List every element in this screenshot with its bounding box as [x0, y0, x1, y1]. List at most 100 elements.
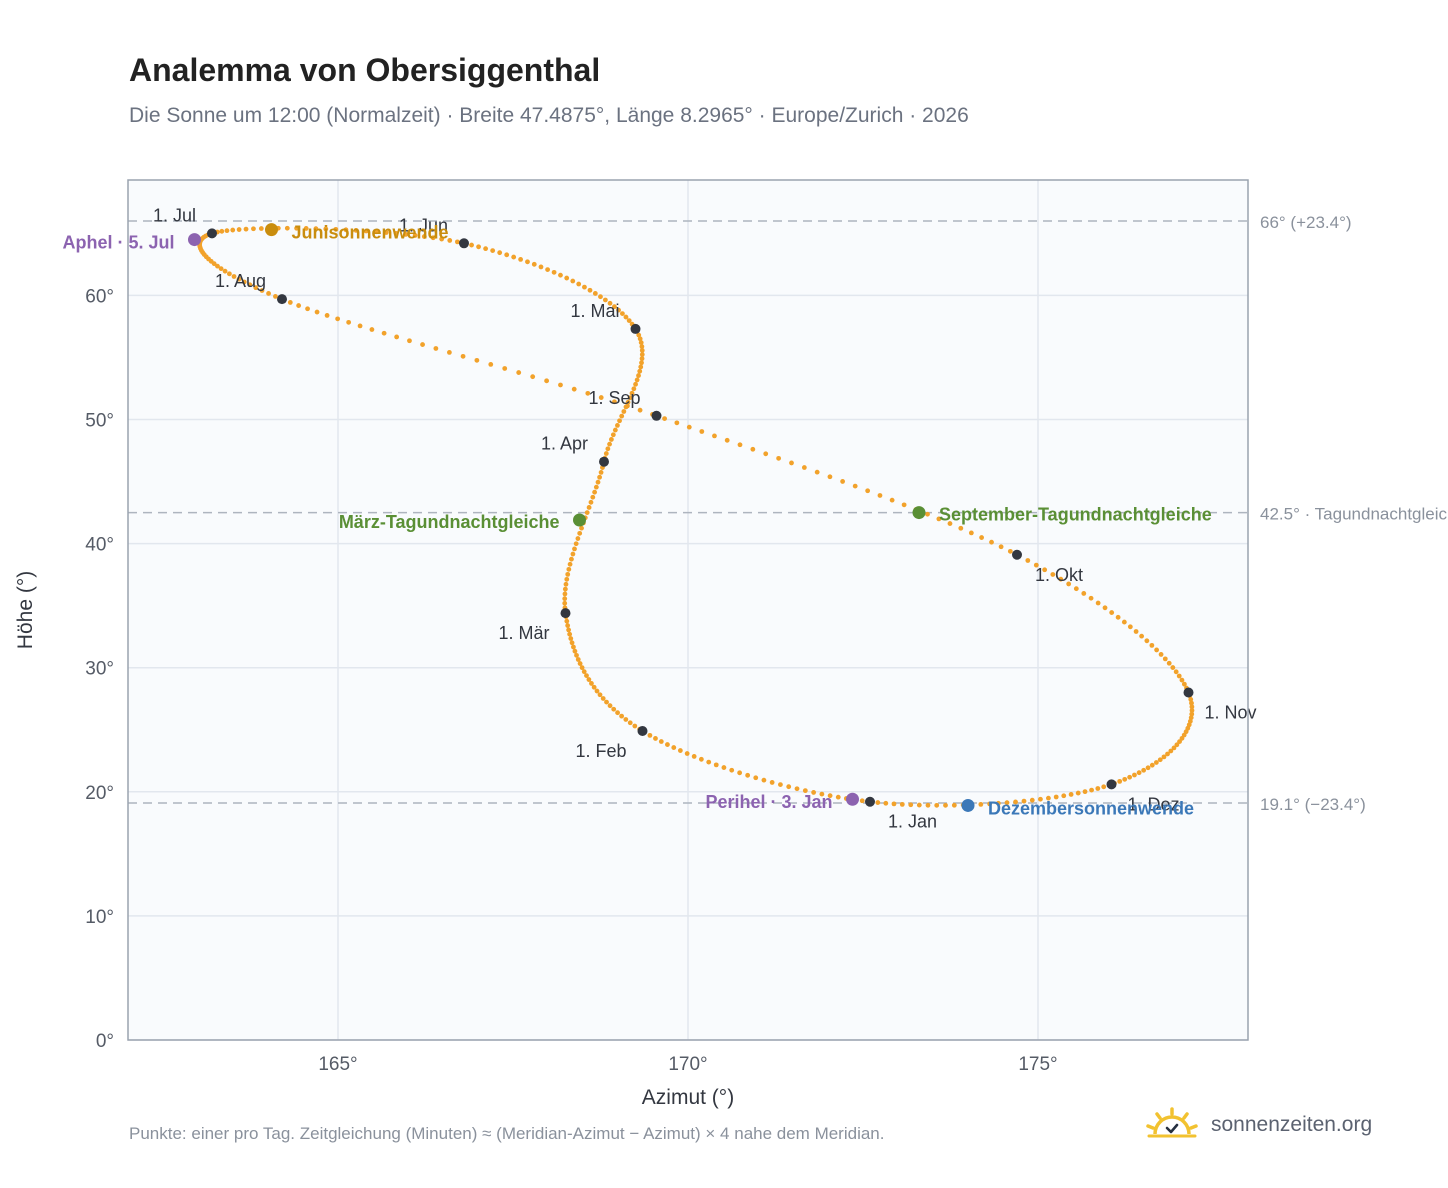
daily-point — [439, 236, 445, 242]
daily-point — [593, 484, 599, 490]
daily-point — [1021, 798, 1027, 804]
x-tick-label: 175° — [1018, 1054, 1057, 1075]
daily-point — [1176, 673, 1182, 679]
chart-subtitle: Die Sonne um 12:00 (Normalzeit) · Breite… — [129, 104, 969, 127]
daily-point — [865, 488, 871, 494]
daily-point — [637, 336, 643, 342]
daily-point — [610, 432, 616, 438]
daily-point — [323, 226, 329, 232]
daily-point — [259, 288, 265, 293]
daily-point — [565, 623, 571, 628]
daily-point — [811, 790, 817, 795]
daily-point — [476, 244, 481, 250]
daily-point — [877, 493, 883, 498]
brand[interactable]: sonnenzeiten.org — [1145, 1102, 1372, 1148]
daily-point — [571, 644, 576, 650]
daily-point — [616, 307, 621, 313]
daily-point — [947, 521, 953, 526]
daily-point — [273, 293, 278, 299]
daily-point — [530, 374, 536, 380]
month-label: 1. Okt — [1035, 565, 1083, 585]
daily-point — [761, 777, 767, 783]
month-marker — [599, 456, 609, 467]
month-label: 1. Mär — [498, 623, 549, 643]
daily-point — [294, 225, 300, 231]
daily-point — [576, 281, 582, 287]
daily-point — [353, 227, 359, 233]
month-marker — [459, 238, 469, 249]
daily-point — [737, 770, 743, 776]
daily-point — [995, 800, 1001, 806]
special-points: Junisonnenwende Dezembersonnenwende März-T… — [62, 223, 1211, 819]
reference-lines: 66° (+23.4°) 42.5° · Tagundnachtgleiche 19… — [128, 213, 1448, 814]
daily-point — [1189, 711, 1195, 717]
daily-point — [1066, 581, 1072, 587]
daily-point — [1136, 770, 1142, 776]
daily-point — [1025, 558, 1031, 563]
y-tick-label: 50° — [85, 411, 114, 432]
daily-point — [835, 794, 841, 800]
daily-point — [674, 420, 680, 426]
daily-point — [373, 229, 379, 235]
daily-point — [303, 226, 309, 231]
daily-point — [369, 327, 375, 332]
daily-point — [605, 446, 611, 452]
daily-point — [241, 279, 247, 285]
daily-point — [908, 802, 914, 808]
daily-point — [577, 530, 583, 536]
daily-point — [729, 767, 735, 773]
daily-point — [516, 370, 522, 375]
daily-point — [1081, 591, 1087, 596]
daily-point — [632, 723, 638, 729]
daily-point — [638, 364, 644, 370]
daily-point — [1145, 765, 1151, 771]
daily-point — [925, 511, 930, 517]
daily-point — [558, 382, 563, 388]
reference-line-label: 19.1° (−23.4°) — [1260, 795, 1366, 814]
daily-point — [925, 802, 931, 808]
special-point — [912, 506, 926, 520]
daily-point — [1139, 633, 1145, 639]
daily-point — [236, 276, 242, 282]
daily-point — [776, 455, 782, 461]
daily-point — [490, 248, 496, 254]
daily-point — [488, 361, 494, 367]
daily-point — [627, 720, 633, 726]
daily-point — [636, 332, 642, 338]
daily-point — [215, 263, 220, 269]
daily-point — [827, 793, 833, 799]
daily-point — [1127, 774, 1133, 780]
daily-point — [566, 566, 572, 572]
daily-point — [978, 801, 984, 807]
daily-point — [357, 323, 363, 329]
x-axis-label: Azimut (°) — [642, 1086, 734, 1109]
daily-point — [612, 399, 617, 405]
daily-point — [497, 250, 503, 256]
daily-point — [247, 282, 253, 288]
daily-point — [258, 226, 264, 231]
daily-point — [525, 259, 530, 265]
reference-line-label: 42.5° · Tagundnachtgleiche — [1260, 505, 1448, 524]
daily-point — [639, 356, 645, 362]
daily-point — [989, 539, 994, 545]
brand-name[interactable]: sonnenzeiten.org — [1211, 1113, 1373, 1136]
daily-point — [296, 303, 302, 308]
daily-point — [314, 309, 320, 315]
daily-point — [1132, 772, 1137, 778]
daily-point — [684, 751, 690, 756]
daily-point — [619, 413, 625, 419]
daily-point — [706, 759, 712, 765]
daily-point — [343, 227, 349, 233]
daily-point — [1102, 605, 1108, 611]
month-label: 1. Dez — [1128, 794, 1180, 814]
daily-point — [637, 407, 643, 413]
daily-point — [620, 311, 625, 316]
month-label: 1. Feb — [575, 741, 626, 761]
daily-point — [1121, 619, 1127, 625]
daily-point — [219, 228, 225, 234]
daily-point — [1013, 799, 1018, 805]
daily-point — [662, 416, 667, 421]
daily-point — [750, 446, 756, 452]
daily-point — [1189, 700, 1194, 706]
daily-point — [1181, 681, 1187, 687]
